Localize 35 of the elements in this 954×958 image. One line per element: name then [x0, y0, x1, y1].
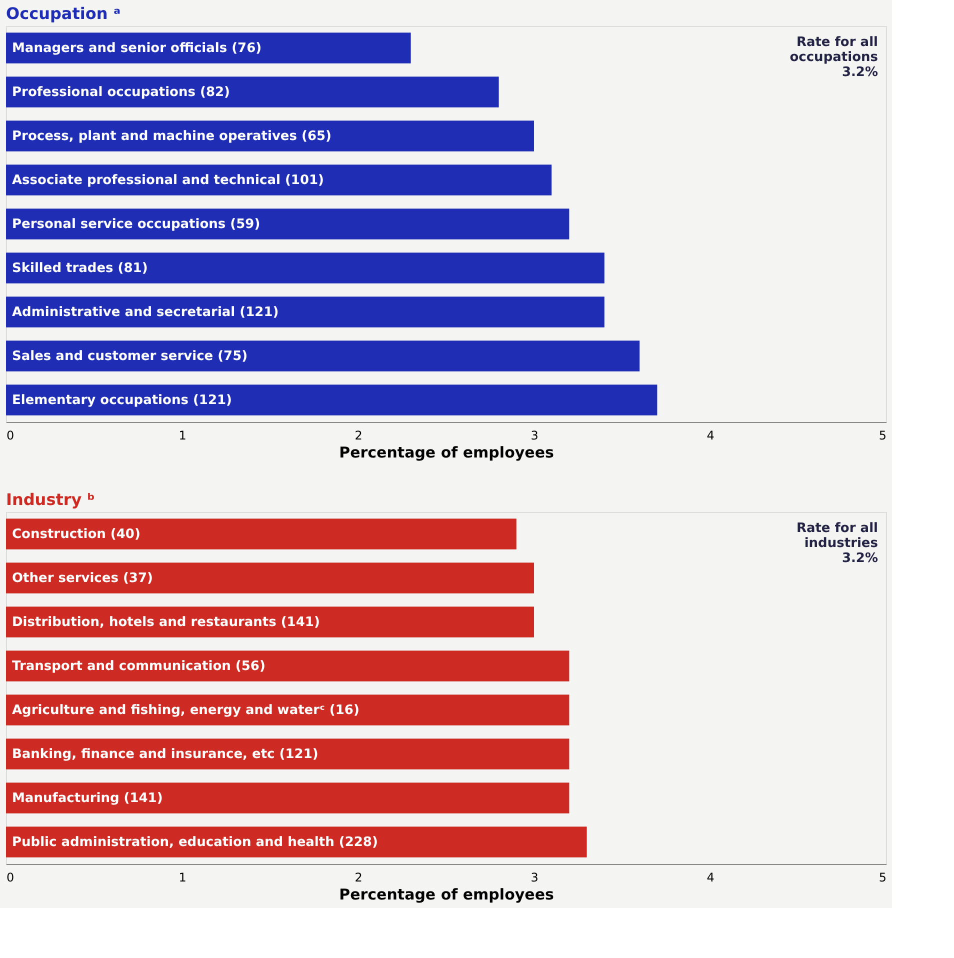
y-tick-label: Distribution, hotels and restaurants (141) — [12, 615, 320, 630]
y-tick-label: Personal service occupations (59) — [12, 217, 260, 232]
y-tick-label: Construction (40) — [12, 527, 140, 542]
y-tick-label: Sales and customer service (75) — [12, 349, 248, 364]
y-tick-label: Public administration, education and health (228) — [12, 835, 378, 850]
y-tick-label: Transport and communication (56) — [12, 659, 266, 674]
x-tick-label: 0 — [6, 428, 14, 442]
y-tick-label: Elementary occupations (121) — [12, 393, 232, 408]
chart-title: Industry ᵇ — [6, 490, 95, 509]
y-tick-label: Managers and senior officials (76) — [12, 41, 262, 56]
y-tick-label: Administrative and secretarial (121) — [12, 305, 279, 320]
x-tick-label: 4 — [706, 428, 714, 442]
x-tick-label: 5 — [878, 428, 886, 442]
x-tick-label: 1 — [178, 870, 186, 884]
x-tick-label: 5 — [878, 870, 886, 884]
x-tick-label: 1 — [178, 428, 186, 442]
y-tick-label: Process, plant and machine operatives (65) — [12, 129, 332, 144]
annotation: Rate for all industries 3.2% — [796, 521, 878, 566]
x-tick-label: 3 — [530, 870, 538, 884]
chart-title: Occupation ᵃ — [6, 4, 121, 23]
y-tick-label: Other services (37) — [12, 571, 153, 586]
x-tick-label: 3 — [530, 428, 538, 442]
y-tick-label: Professional occupations (82) — [12, 85, 230, 100]
x-axis-title: Percentage of employees — [339, 886, 554, 904]
y-tick-label: Associate professional and technical (101) — [12, 173, 324, 188]
annotation: Rate for all occupations 3.2% — [790, 35, 878, 80]
x-axis-title: Percentage of employees — [339, 444, 554, 462]
x-tick-label: 4 — [706, 870, 714, 884]
y-tick-label: Agriculture and fishing, energy and waterᶜ (16) — [12, 703, 360, 718]
y-tick-label: Banking, finance and insurance, etc (121) — [12, 747, 318, 762]
y-tick-label: Skilled trades (81) — [12, 261, 148, 276]
x-tick-label: 2 — [354, 870, 362, 884]
x-tick-label: 0 — [6, 870, 14, 884]
y-tick-label: Manufacturing (141) — [12, 791, 163, 806]
x-tick-label: 2 — [354, 428, 362, 442]
